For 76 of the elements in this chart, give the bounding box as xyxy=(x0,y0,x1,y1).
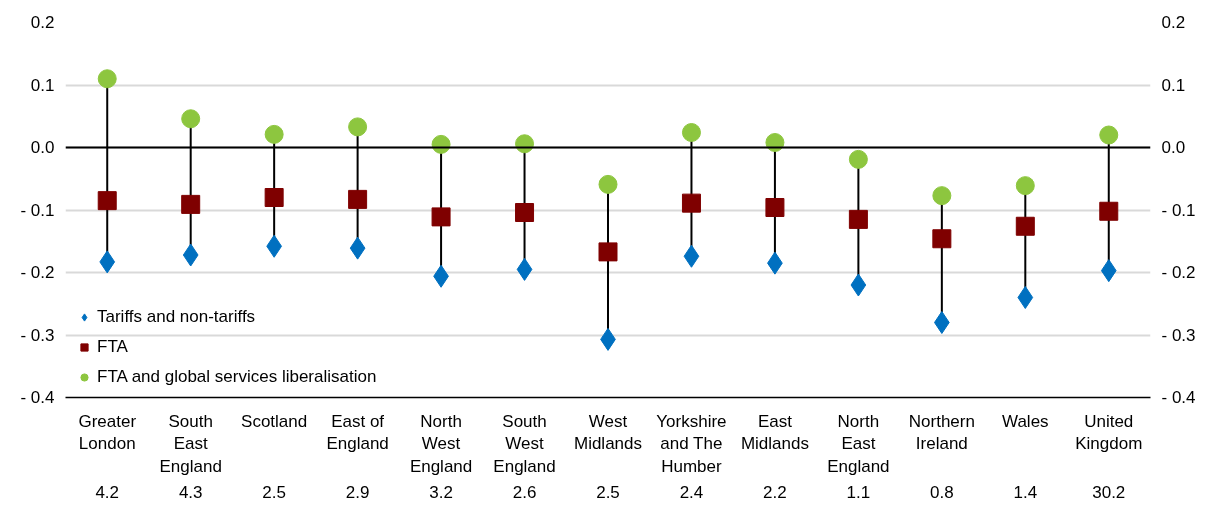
point xyxy=(99,250,116,274)
x-tick-label: Northern Ireland xyxy=(908,411,975,454)
text: 30.2 xyxy=(1092,482,1126,502)
point xyxy=(681,193,701,213)
point xyxy=(515,134,535,154)
text: 2.9 xyxy=(345,482,370,502)
point xyxy=(1099,125,1119,145)
point xyxy=(348,117,368,137)
text: 2.5 xyxy=(596,482,620,502)
x-tick-label: South West England xyxy=(493,411,556,477)
legend-label: FTA and global services liberalisation xyxy=(97,367,377,387)
text: 1.1 xyxy=(846,482,871,502)
point xyxy=(681,123,701,142)
point xyxy=(1015,176,1035,196)
point xyxy=(431,207,451,227)
point xyxy=(349,236,366,260)
text: 2.5 xyxy=(262,482,286,502)
point xyxy=(683,244,700,268)
point xyxy=(181,194,201,214)
point xyxy=(348,189,368,209)
point xyxy=(181,109,201,129)
point xyxy=(848,209,868,229)
x-tick-label: Scotland xyxy=(241,411,308,431)
point xyxy=(932,186,952,206)
point xyxy=(516,257,533,281)
y-tick-label: - 0.3 xyxy=(20,325,55,345)
point xyxy=(1100,259,1117,283)
point xyxy=(182,243,199,267)
text: 2.2 xyxy=(763,482,787,502)
point xyxy=(850,273,867,297)
y-tick-label: - 0.4 xyxy=(20,388,55,407)
point xyxy=(598,242,618,262)
point xyxy=(932,229,952,249)
y2-tick-label: - 0.4 xyxy=(1161,388,1196,407)
point xyxy=(765,198,785,217)
x-tick-label: South East England xyxy=(159,411,222,477)
y2-tick-label: 0.1 xyxy=(1161,75,1186,95)
x-tick-label: East of England xyxy=(326,411,389,454)
point xyxy=(515,203,535,222)
y-tick-label: 0.0 xyxy=(30,138,55,157)
y2-tick-label: - 0.3 xyxy=(1161,325,1196,345)
point xyxy=(264,188,284,207)
y2-tick-label: 0.2 xyxy=(1161,13,1186,32)
text: 4.2 xyxy=(95,482,120,502)
point xyxy=(264,124,284,144)
y2-tick-label: 0.0 xyxy=(1161,138,1186,157)
text: 3.2 xyxy=(429,482,453,502)
point xyxy=(848,149,868,169)
x-tick-label: North West England xyxy=(409,411,473,477)
x-tick-label: Yorkshire and The Humber xyxy=(656,411,727,477)
point xyxy=(97,69,117,89)
y-tick-label: 0.2 xyxy=(30,13,55,32)
point xyxy=(1099,201,1119,221)
y-tick-label: - 0.1 xyxy=(20,200,55,220)
point xyxy=(97,191,117,211)
x-tick-label: West Midlands xyxy=(573,411,643,454)
point xyxy=(1015,216,1035,236)
legend-label: FTA xyxy=(97,337,128,357)
x-tick-label: North East England xyxy=(827,411,890,477)
y2-tick-label: - 0.2 xyxy=(1161,263,1196,282)
point xyxy=(598,174,618,194)
text: 4.3 xyxy=(178,482,203,502)
y-tick-label: 0.1 xyxy=(30,75,55,95)
text: 0.8 xyxy=(930,482,954,502)
point xyxy=(765,133,785,152)
legend-label: Tariffs and non-tariffs xyxy=(97,307,256,327)
text: 1.4 xyxy=(1013,482,1038,502)
x-tick-label: Wales xyxy=(1002,411,1049,431)
y2-tick-label: - 0.1 xyxy=(1161,200,1196,220)
y-tick-label: - 0.2 xyxy=(20,263,55,282)
point xyxy=(1017,286,1034,309)
x-tick-label: East Midlands xyxy=(740,411,809,454)
text: 2.6 xyxy=(512,482,537,502)
x-tick-label: Greater London xyxy=(78,411,137,454)
text: 2.4 xyxy=(679,482,704,502)
x-tick-label: United Kingdom xyxy=(1075,411,1143,454)
